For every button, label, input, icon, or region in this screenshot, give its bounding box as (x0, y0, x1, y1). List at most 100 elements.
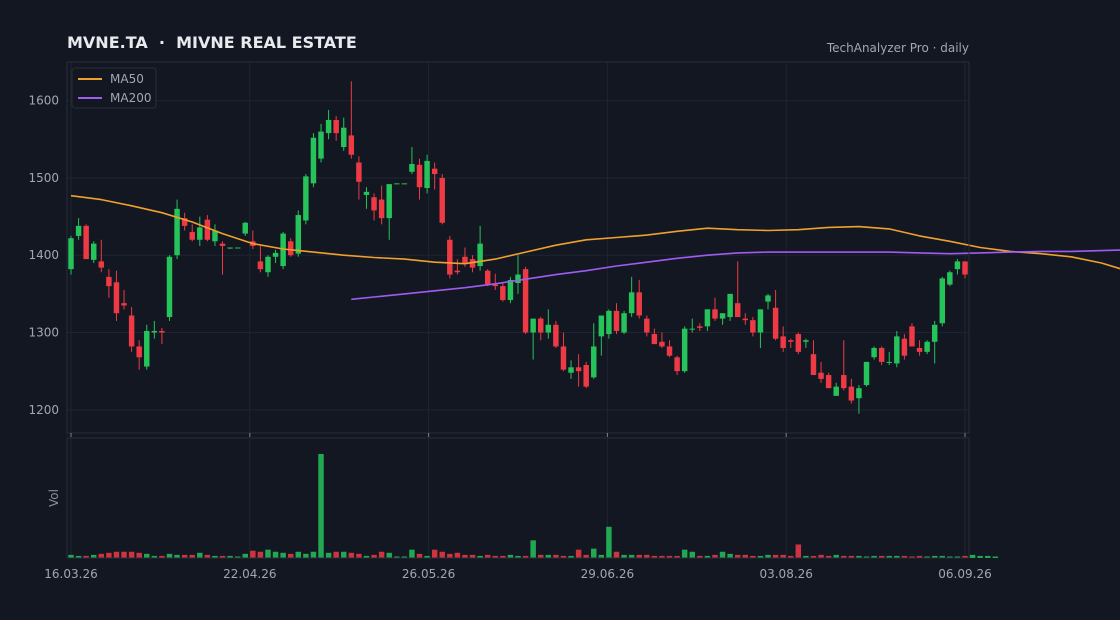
candle-body (341, 127, 347, 148)
candle (810, 340, 817, 376)
candle-body (697, 326, 703, 328)
volume-bar (916, 555, 923, 558)
candle (348, 81, 355, 159)
volume-bar (477, 555, 483, 558)
candle-body (371, 197, 377, 211)
volume-bar (545, 554, 552, 558)
candle (310, 133, 317, 188)
candle-body (318, 131, 324, 159)
candle (174, 199, 180, 260)
candle (894, 330, 900, 368)
candle-body (575, 367, 582, 372)
candle (280, 232, 286, 270)
candle-body (591, 346, 597, 378)
volume-bar (818, 554, 824, 558)
volume-bar (697, 555, 703, 558)
volume-bar (431, 549, 438, 558)
candle (583, 361, 589, 389)
volume-bar (447, 553, 453, 558)
volume-bar (674, 555, 680, 558)
candle (454, 259, 461, 275)
volume-bar (318, 454, 324, 558)
volume-bar (325, 552, 332, 558)
candle-body (606, 310, 612, 335)
volume-bar (606, 526, 612, 558)
volume-bar (863, 556, 870, 558)
volume-bar (227, 555, 233, 558)
volume-bar (742, 554, 749, 558)
candle-body (484, 270, 491, 285)
volume-bar (83, 555, 89, 558)
volume-bar (985, 555, 991, 558)
candle-body (651, 334, 658, 345)
candle (386, 184, 392, 240)
volume-bar (265, 549, 271, 558)
volume-bar (825, 555, 832, 558)
candle-body (515, 274, 521, 284)
candle-body (325, 119, 332, 134)
candle-body (159, 330, 165, 333)
candle-body (818, 372, 824, 379)
candle-body (947, 272, 953, 285)
volume-bar (780, 554, 786, 558)
candle-body (750, 320, 756, 333)
candle-body (833, 386, 839, 396)
candle-body (356, 162, 362, 182)
volume-bar (121, 551, 127, 558)
candle (848, 378, 855, 404)
candle-body (553, 324, 559, 347)
volume-bar (719, 551, 726, 558)
candle-body (681, 328, 688, 372)
volume-bar (848, 555, 855, 558)
candle-body (492, 284, 498, 287)
candle-body (704, 309, 711, 327)
candle-body (265, 256, 271, 273)
chart-title: MVNE.TA · MIVNE REAL ESTATE (67, 33, 357, 52)
volume-bar (280, 552, 286, 558)
candle-body (939, 278, 945, 324)
legend-label: MA50 (110, 72, 144, 86)
candle (939, 276, 945, 327)
volume-bar (765, 554, 771, 558)
candle (295, 210, 302, 257)
volume-bar (909, 556, 915, 558)
volume-bar (712, 554, 718, 558)
volume-bar (212, 555, 218, 558)
x-tick-label: 16.03.26 (44, 567, 97, 581)
candle (91, 241, 97, 263)
candle-body (803, 340, 809, 342)
volume-bar (371, 554, 377, 558)
volume-bar (197, 552, 203, 558)
volume-bar (356, 553, 362, 558)
candle-body (98, 261, 105, 268)
candle-body (871, 347, 877, 358)
candle-body (644, 318, 650, 333)
candle (318, 123, 324, 163)
volume-bar (416, 553, 423, 558)
volume-bar (242, 553, 248, 558)
volume-bar (530, 540, 536, 558)
volume-bar (113, 551, 120, 558)
candle-body (83, 225, 89, 260)
candle (689, 318, 695, 333)
volume-bar (106, 552, 112, 558)
candle-body (431, 168, 438, 175)
y-tick-label: 1300 (28, 326, 59, 340)
candle (651, 328, 658, 345)
candle-body (333, 119, 339, 134)
candle-body (674, 357, 680, 372)
candle-body (772, 307, 779, 339)
volume-bar (91, 554, 97, 558)
volume-bar (659, 555, 665, 558)
candle (636, 279, 642, 319)
volume-bar (515, 555, 521, 558)
candle-body (825, 375, 832, 389)
volume-bar (439, 551, 445, 558)
volume-bar (621, 554, 627, 558)
candle-body (734, 303, 741, 318)
candle (68, 235, 74, 275)
volume-bar (568, 555, 574, 558)
candle-body (954, 261, 961, 270)
candle-body (598, 315, 605, 337)
